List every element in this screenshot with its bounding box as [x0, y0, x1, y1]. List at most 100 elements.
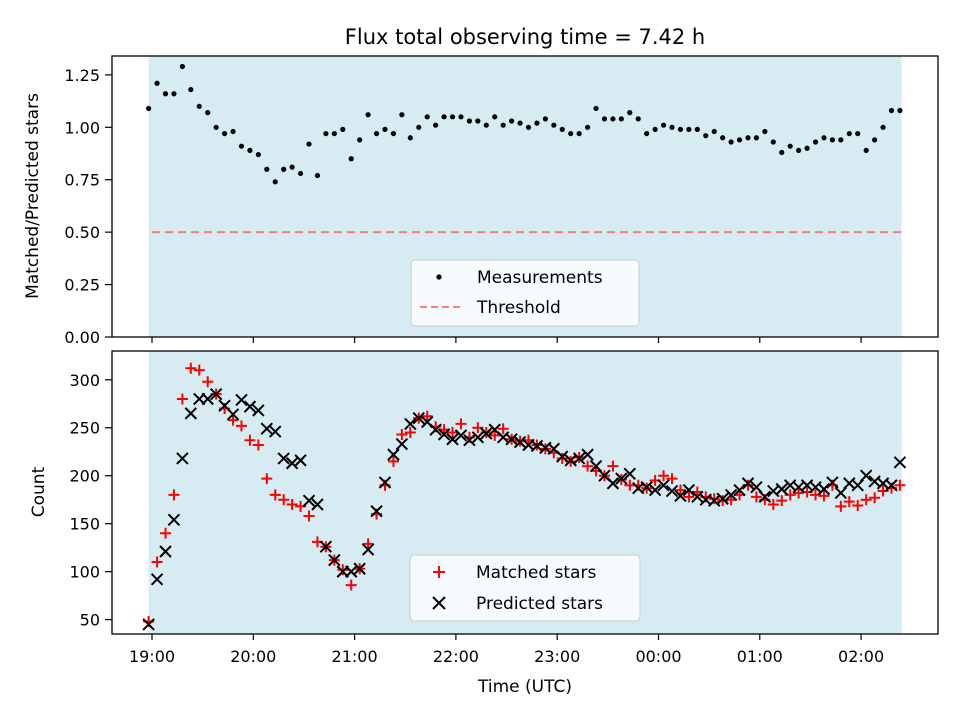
legend-measurements-label: Measurements [477, 268, 603, 288]
measurement-point [770, 139, 776, 145]
measurement-point [593, 105, 599, 112]
measurement-point [433, 122, 439, 128]
predicted-star-point [446, 433, 459, 446]
matched-star-point [151, 556, 163, 568]
matched-star-point [683, 491, 695, 503]
matched-star-point [869, 492, 881, 504]
matched-star-point [489, 429, 501, 441]
measurement-point [289, 164, 295, 170]
predicted-star-point [370, 504, 383, 518]
predicted-star-point [361, 543, 375, 556]
measurement-point [314, 172, 321, 179]
predicted-star-point [437, 428, 451, 441]
predicted-star-point [758, 490, 772, 504]
measurement-point [230, 128, 236, 135]
measurement-point [703, 133, 709, 139]
matched-star-point [193, 364, 205, 376]
matched-star-point [278, 494, 290, 506]
measurement-point [154, 80, 160, 86]
measurement-point [669, 124, 675, 130]
x-tick-label: 22:00 [433, 647, 479, 666]
measurement-point [146, 105, 152, 112]
predicted-star-point [691, 490, 704, 504]
measurement-point [652, 126, 658, 132]
bottom-y-ticks: 50 100 150 200 250 300 [69, 371, 112, 630]
predicted-star-point [345, 565, 358, 578]
measurement-point [888, 107, 895, 114]
matched-star-point [582, 460, 594, 472]
matched-star-point [497, 423, 509, 435]
predicted-star-point [665, 484, 679, 498]
measurement-point [551, 122, 557, 128]
measurement-point [331, 130, 337, 137]
measurement-point [238, 143, 245, 149]
predicted-star-point [319, 540, 333, 553]
x-axis-label: Time (UTC) [477, 677, 572, 697]
measurement-point [475, 118, 481, 124]
matched-star-point [286, 498, 298, 510]
top-legend-box [410, 259, 640, 327]
predicted-star-point [285, 457, 299, 470]
predicted-star-point [623, 467, 637, 481]
measurement-point [179, 63, 185, 70]
matched-star-point [674, 484, 686, 496]
measurement-point [221, 130, 228, 137]
matched-star-point [202, 376, 214, 388]
measurement-point [753, 135, 760, 141]
measurement-point [796, 147, 802, 153]
measurement-point [627, 110, 633, 116]
predicted-star-point [226, 408, 240, 421]
chart-title: Flux total observing time = 7.42 h [345, 25, 705, 49]
measurement-point [171, 91, 177, 97]
predicted-star-point [150, 573, 164, 586]
measurement-point [787, 143, 793, 149]
measurement-point [525, 124, 532, 130]
y-tick-label: 250 [69, 419, 100, 438]
predicted-star-point [294, 454, 307, 467]
predicted-star-point [252, 404, 265, 417]
measurement-point [804, 145, 810, 151]
measurement-point [441, 114, 447, 120]
predicted-star-point [893, 456, 907, 469]
matched-star-point [337, 564, 349, 576]
legend-predicted-marker [432, 596, 446, 610]
matched-star-point [176, 393, 188, 405]
predicted-star-point [556, 450, 569, 463]
matched-star-point [708, 493, 720, 505]
measurement-point [390, 130, 397, 137]
measurement-point [188, 86, 194, 93]
measurement-point [728, 139, 734, 145]
matched-star-point [269, 489, 281, 501]
predicted-star-point [209, 387, 223, 401]
y-tick-label: 0.00 [64, 328, 100, 347]
matched-star-point [776, 495, 788, 507]
measurement-point [306, 141, 312, 147]
predicted-star-point [513, 435, 527, 449]
measurement-point [872, 137, 878, 143]
bottom-legend: Matched stars Predicted stars [409, 554, 641, 622]
x-tick-label: 01:00 [737, 647, 783, 666]
predicted-star-point [817, 482, 831, 496]
predicted-star-point [648, 483, 662, 497]
matched-star-point [852, 499, 864, 511]
measurement-point [500, 122, 506, 128]
measurement-point [517, 120, 523, 126]
measurement-point [618, 116, 624, 122]
measurement-point [458, 114, 464, 120]
predicted-star-point [716, 492, 729, 505]
measurement-point [846, 130, 852, 137]
matched-star-point [556, 452, 568, 464]
measurement-point [568, 130, 574, 137]
measurement-point [382, 126, 388, 132]
measurement-point [677, 126, 684, 132]
bottom-y-axis-label: Count [29, 466, 49, 517]
top-x-ticks [151, 337, 862, 343]
predicted-star-point [311, 498, 324, 511]
measurement-points [146, 63, 903, 185]
y-tick-label: 1.25 [64, 66, 100, 85]
measurement-point [584, 124, 591, 130]
predicted-star-point [142, 618, 155, 631]
bottom-plot-frame [111, 350, 939, 635]
measurement-point [601, 116, 608, 122]
